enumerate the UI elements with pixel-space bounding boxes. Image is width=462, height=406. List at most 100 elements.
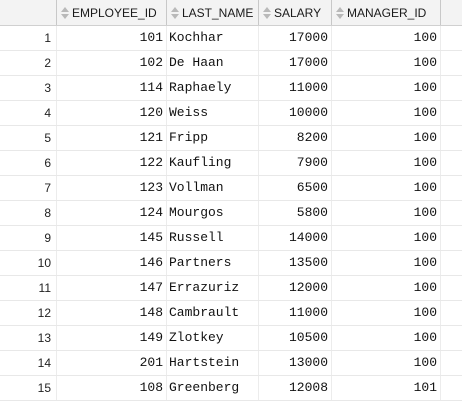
cell-salary[interactable]: 11000	[259, 76, 332, 100]
cell-salary[interactable]: 5800	[259, 201, 332, 225]
row-number[interactable]: 5	[0, 126, 57, 150]
cell-salary[interactable]: 12008	[259, 376, 332, 400]
cell-last-name[interactable]: Russell	[167, 226, 259, 250]
cell-salary[interactable]: 6500	[259, 176, 332, 200]
row-number[interactable]: 8	[0, 201, 57, 225]
cell-employee-id[interactable]: 120	[57, 101, 167, 125]
row-number[interactable]: 1	[0, 26, 57, 50]
row-number[interactable]: 15	[0, 376, 57, 400]
table-row[interactable]: 10 146 Partners 13500 100	[0, 251, 462, 276]
cell-employee-id[interactable]: 123	[57, 176, 167, 200]
cell-manager-id[interactable]: 100	[332, 251, 441, 275]
cell-last-name[interactable]: Vollman	[167, 176, 259, 200]
column-header-manager-id[interactable]: MANAGER_ID	[332, 0, 441, 25]
cell-manager-id[interactable]: 100	[332, 101, 441, 125]
cell-last-name[interactable]: Partners	[167, 251, 259, 275]
cell-last-name[interactable]: Greenberg	[167, 376, 259, 400]
cell-salary[interactable]: 10000	[259, 101, 332, 125]
cell-employee-id[interactable]: 122	[57, 151, 167, 175]
cell-manager-id[interactable]: 100	[332, 51, 441, 75]
cell-manager-id[interactable]: 100	[332, 326, 441, 350]
row-number[interactable]: 10	[0, 251, 57, 275]
cell-salary[interactable]: 12000	[259, 276, 332, 300]
cell-last-name[interactable]: Cambrault	[167, 301, 259, 325]
cell-last-name[interactable]: Weiss	[167, 101, 259, 125]
row-number[interactable]: 7	[0, 176, 57, 200]
cell-salary[interactable]: 13000	[259, 351, 332, 375]
column-header-last-name[interactable]: LAST_NAME	[167, 0, 259, 25]
table-row[interactable]: 15 108 Greenberg 12008 101	[0, 376, 462, 401]
row-number[interactable]: 11	[0, 276, 57, 300]
cell-salary[interactable]: 17000	[259, 51, 332, 75]
cell-salary[interactable]: 14000	[259, 226, 332, 250]
cell-manager-id[interactable]: 100	[332, 26, 441, 50]
table-row[interactable]: 6 122 Kaufling 7900 100	[0, 151, 462, 176]
table-row[interactable]: 2 102 De Haan 17000 100	[0, 51, 462, 76]
row-number[interactable]: 6	[0, 151, 57, 175]
cell-manager-id[interactable]: 100	[332, 226, 441, 250]
cell-salary[interactable]: 13500	[259, 251, 332, 275]
row-number[interactable]: 9	[0, 226, 57, 250]
cell-salary[interactable]: 10500	[259, 326, 332, 350]
row-number[interactable]: 2	[0, 51, 57, 75]
sort-icon[interactable]	[335, 6, 345, 20]
cell-salary[interactable]: 17000	[259, 26, 332, 50]
table-row[interactable]: 7 123 Vollman 6500 100	[0, 176, 462, 201]
cell-employee-id[interactable]: 108	[57, 376, 167, 400]
table-row[interactable]: 13 149 Zlotkey 10500 100	[0, 326, 462, 351]
sort-icon[interactable]	[60, 6, 70, 20]
cell-employee-id[interactable]: 145	[57, 226, 167, 250]
row-number[interactable]: 12	[0, 301, 57, 325]
cell-manager-id[interactable]: 100	[332, 76, 441, 100]
cell-last-name[interactable]: Kaufling	[167, 151, 259, 175]
cell-manager-id[interactable]: 100	[332, 201, 441, 225]
row-filler	[441, 26, 462, 50]
table-row[interactable]: 5 121 Fripp 8200 100	[0, 126, 462, 151]
column-header-employee-id[interactable]: EMPLOYEE_ID	[57, 0, 167, 25]
cell-last-name[interactable]: Fripp	[167, 126, 259, 150]
row-number[interactable]: 3	[0, 76, 57, 100]
cell-employee-id[interactable]: 149	[57, 326, 167, 350]
table-row[interactable]: 14 201 Hartstein 13000 100	[0, 351, 462, 376]
cell-last-name[interactable]: Kochhar	[167, 26, 259, 50]
cell-manager-id[interactable]: 100	[332, 151, 441, 175]
cell-employee-id[interactable]: 201	[57, 351, 167, 375]
table-row[interactable]: 8 124 Mourgos 5800 100	[0, 201, 462, 226]
cell-last-name[interactable]: Zlotkey	[167, 326, 259, 350]
table-row[interactable]: 11 147 Errazuriz 12000 100	[0, 276, 462, 301]
cell-employee-id[interactable]: 146	[57, 251, 167, 275]
table-row[interactable]: 1 101 Kochhar 17000 100	[0, 26, 462, 51]
cell-employee-id[interactable]: 114	[57, 76, 167, 100]
cell-manager-id[interactable]: 100	[332, 351, 441, 375]
row-number[interactable]: 14	[0, 351, 57, 375]
cell-manager-id[interactable]: 100	[332, 276, 441, 300]
cell-salary[interactable]: 11000	[259, 301, 332, 325]
cell-salary[interactable]: 8200	[259, 126, 332, 150]
cell-employee-id[interactable]: 147	[57, 276, 167, 300]
cell-manager-id[interactable]: 100	[332, 126, 441, 150]
table-row[interactable]: 3 114 Raphaely 11000 100	[0, 76, 462, 101]
cell-last-name[interactable]: Mourgos	[167, 201, 259, 225]
table-row[interactable]: 12 148 Cambrault 11000 100	[0, 301, 462, 326]
cell-employee-id[interactable]: 102	[57, 51, 167, 75]
cell-employee-id[interactable]: 121	[57, 126, 167, 150]
row-number[interactable]: 4	[0, 101, 57, 125]
row-number[interactable]: 13	[0, 326, 57, 350]
cell-last-name[interactable]: De Haan	[167, 51, 259, 75]
cell-manager-id[interactable]: 100	[332, 301, 441, 325]
cell-employee-id[interactable]: 148	[57, 301, 167, 325]
sort-icon[interactable]	[170, 6, 180, 20]
cell-last-name[interactable]: Raphaely	[167, 76, 259, 100]
sort-icon[interactable]	[262, 6, 272, 20]
cell-employee-id[interactable]: 124	[57, 201, 167, 225]
cell-last-name[interactable]: Hartstein	[167, 351, 259, 375]
cell-manager-id[interactable]: 101	[332, 376, 441, 400]
cell-last-name[interactable]: Errazuriz	[167, 276, 259, 300]
cell-employee-id[interactable]: 101	[57, 26, 167, 50]
cell-manager-id[interactable]: 100	[332, 176, 441, 200]
table-row[interactable]: 9 145 Russell 14000 100	[0, 226, 462, 251]
table-row[interactable]: 4 120 Weiss 10000 100	[0, 101, 462, 126]
cell-salary[interactable]: 7900	[259, 151, 332, 175]
column-header-salary[interactable]: SALARY	[259, 0, 332, 25]
